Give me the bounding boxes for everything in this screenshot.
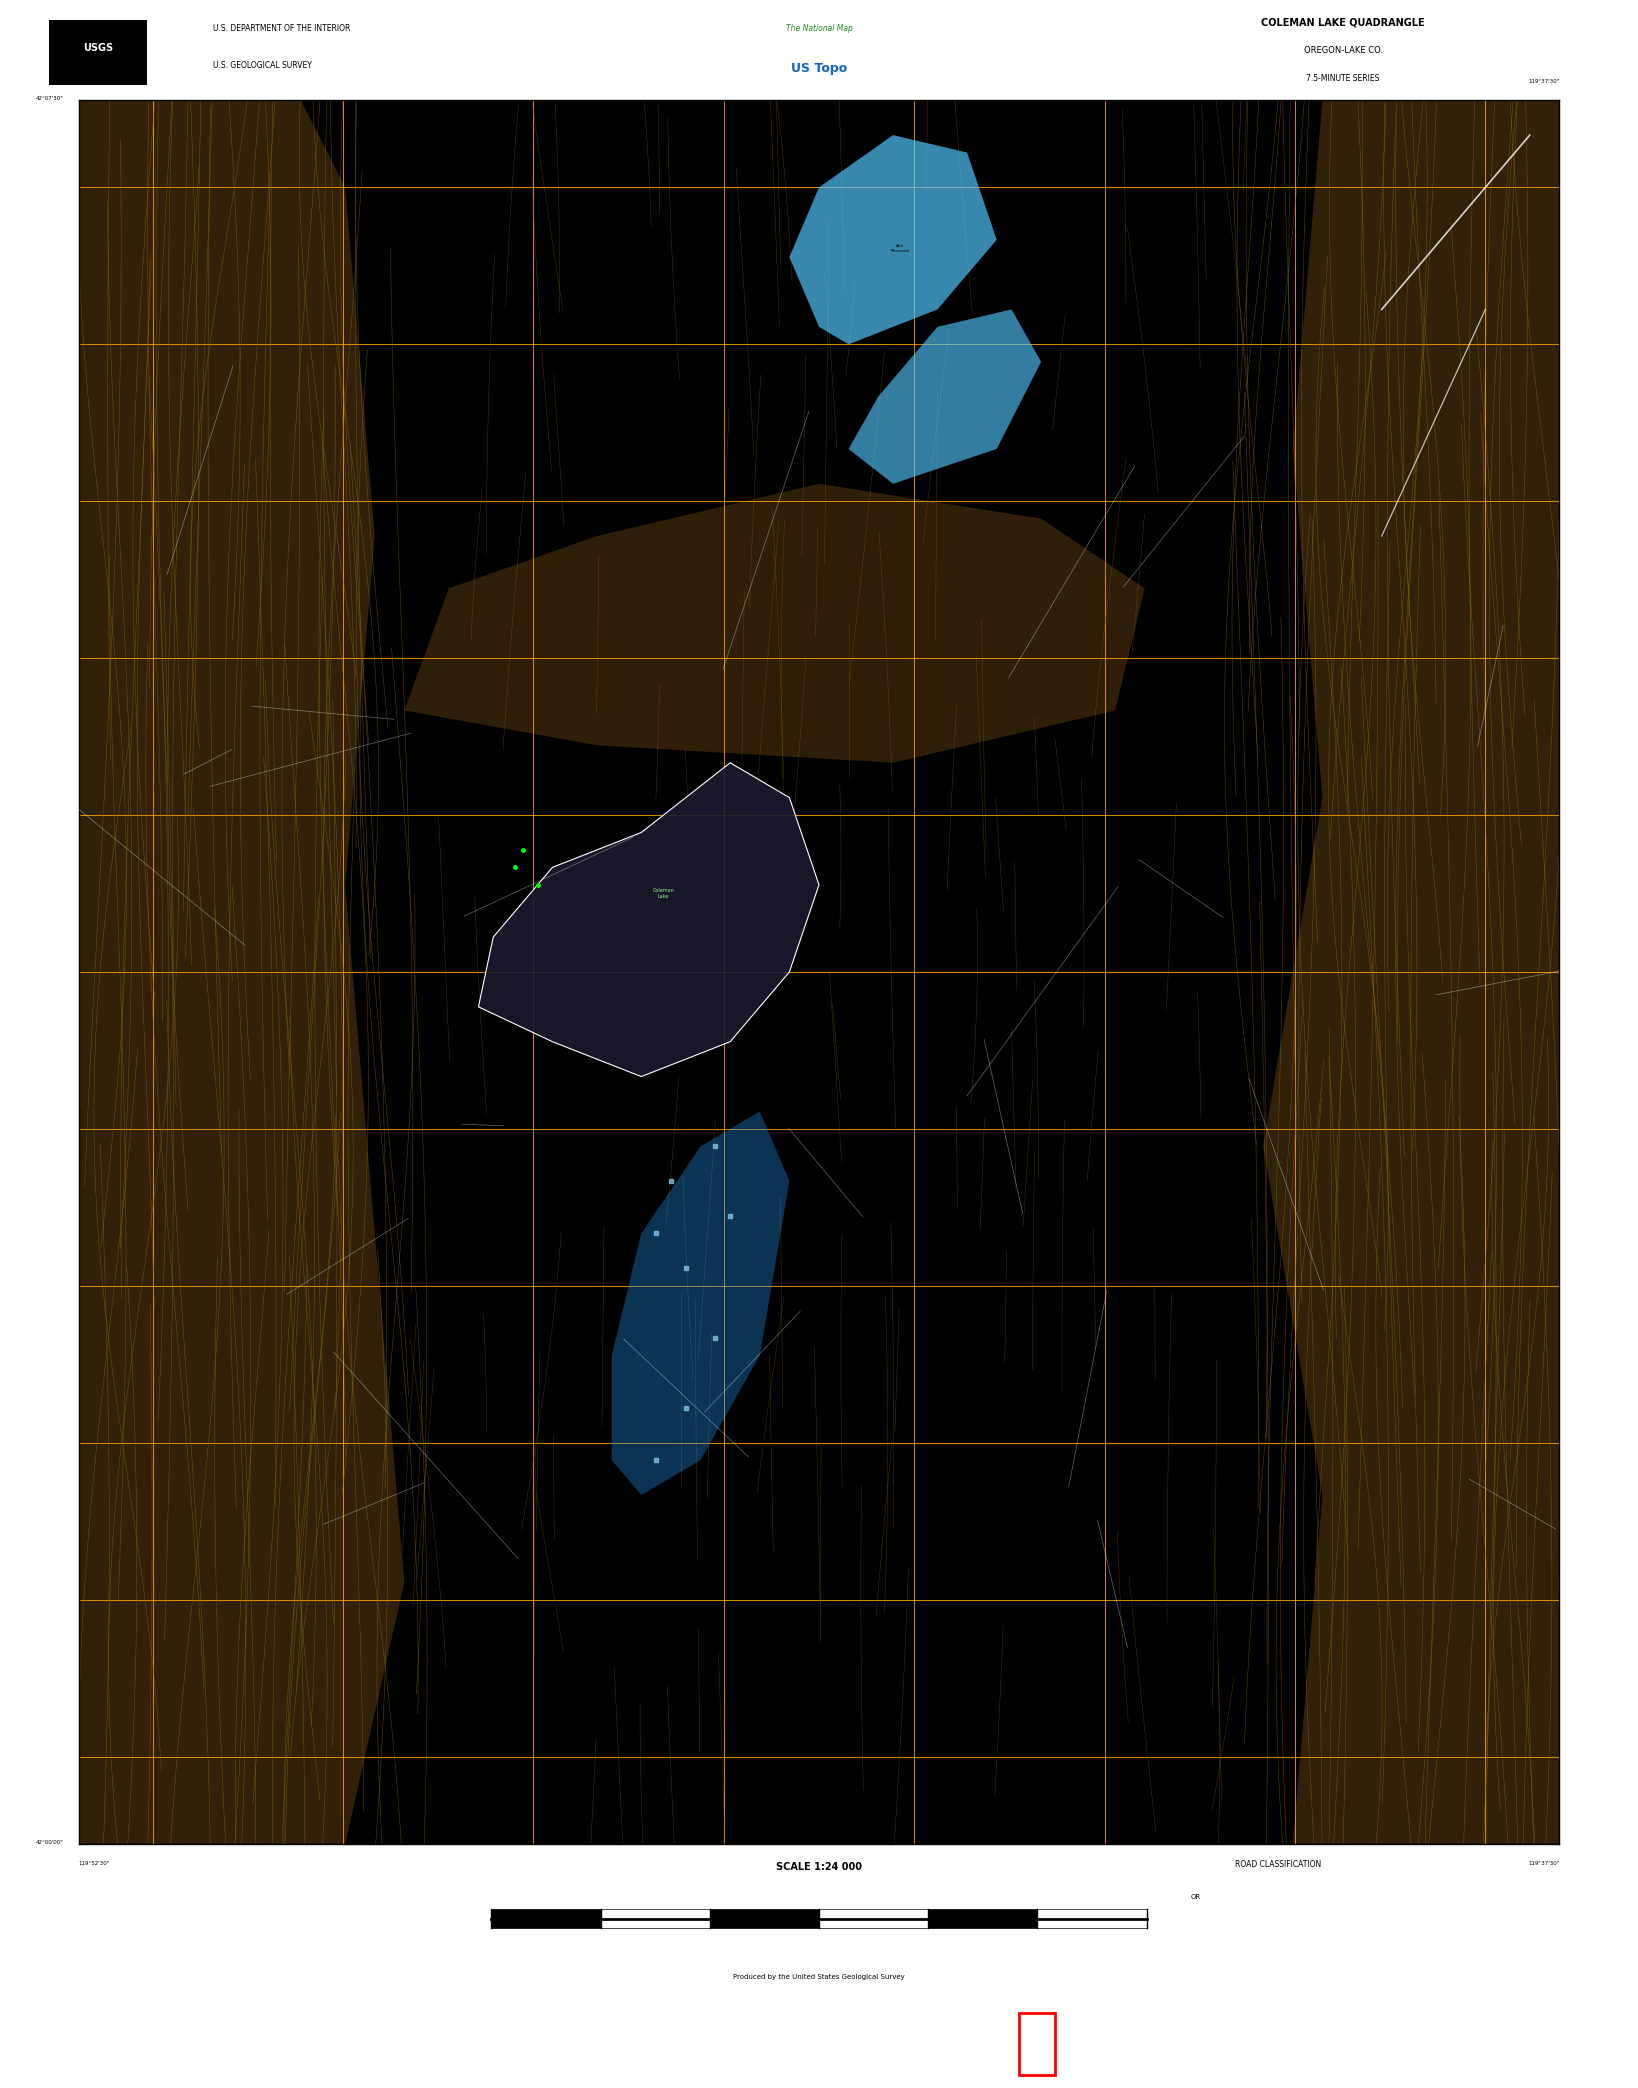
Text: SCALE 1:24 000: SCALE 1:24 000 <box>776 1862 862 1873</box>
Text: U.S. GEOLOGICAL SURVEY: U.S. GEOLOGICAL SURVEY <box>213 61 311 69</box>
Bar <box>601 1908 709 1929</box>
Text: Produced by the United States Geological Survey: Produced by the United States Geological… <box>734 1973 904 1979</box>
Text: ROAD CLASSIFICATION: ROAD CLASSIFICATION <box>1235 1860 1320 1869</box>
Text: U.S. DEPARTMENT OF THE INTERIOR: U.S. DEPARTMENT OF THE INTERIOR <box>213 23 351 33</box>
Polygon shape <box>1263 100 1559 1844</box>
Text: US Topo: US Topo <box>791 63 847 75</box>
Text: Ana
Reservoir: Ana Reservoir <box>891 244 911 253</box>
Bar <box>1019 2013 1055 2075</box>
Text: 7.5-MINUTE SERIES: 7.5-MINUTE SERIES <box>1307 73 1379 84</box>
Bar <box>929 1908 1037 1929</box>
Polygon shape <box>79 100 405 1844</box>
Text: 42°00'00": 42°00'00" <box>36 1840 64 1844</box>
Text: OREGON-LAKE CO.: OREGON-LAKE CO. <box>1304 46 1382 54</box>
Text: 119°37'30": 119°37'30" <box>1528 1860 1559 1865</box>
Bar <box>49 21 147 86</box>
Text: 119°52'30": 119°52'30" <box>79 79 110 84</box>
Bar <box>1037 1908 1147 1929</box>
Text: OR: OR <box>1191 1894 1201 1900</box>
Bar <box>709 1908 819 1929</box>
Text: 42°07'30": 42°07'30" <box>36 96 64 100</box>
Polygon shape <box>848 309 1042 484</box>
Bar <box>819 1908 929 1929</box>
Polygon shape <box>611 1111 790 1495</box>
Polygon shape <box>478 762 819 1077</box>
Text: 119°52'30": 119°52'30" <box>79 1860 110 1865</box>
Text: Coleman
Lake: Coleman Lake <box>652 887 675 900</box>
Text: COLEMAN LAKE QUADRANGLE: COLEMAN LAKE QUADRANGLE <box>1261 17 1425 27</box>
Text: The National Map: The National Map <box>786 23 852 33</box>
Text: 119°37'30": 119°37'30" <box>1528 79 1559 84</box>
Text: USGS: USGS <box>84 44 113 52</box>
Polygon shape <box>405 484 1145 762</box>
Polygon shape <box>790 136 996 345</box>
Bar <box>491 1908 601 1929</box>
